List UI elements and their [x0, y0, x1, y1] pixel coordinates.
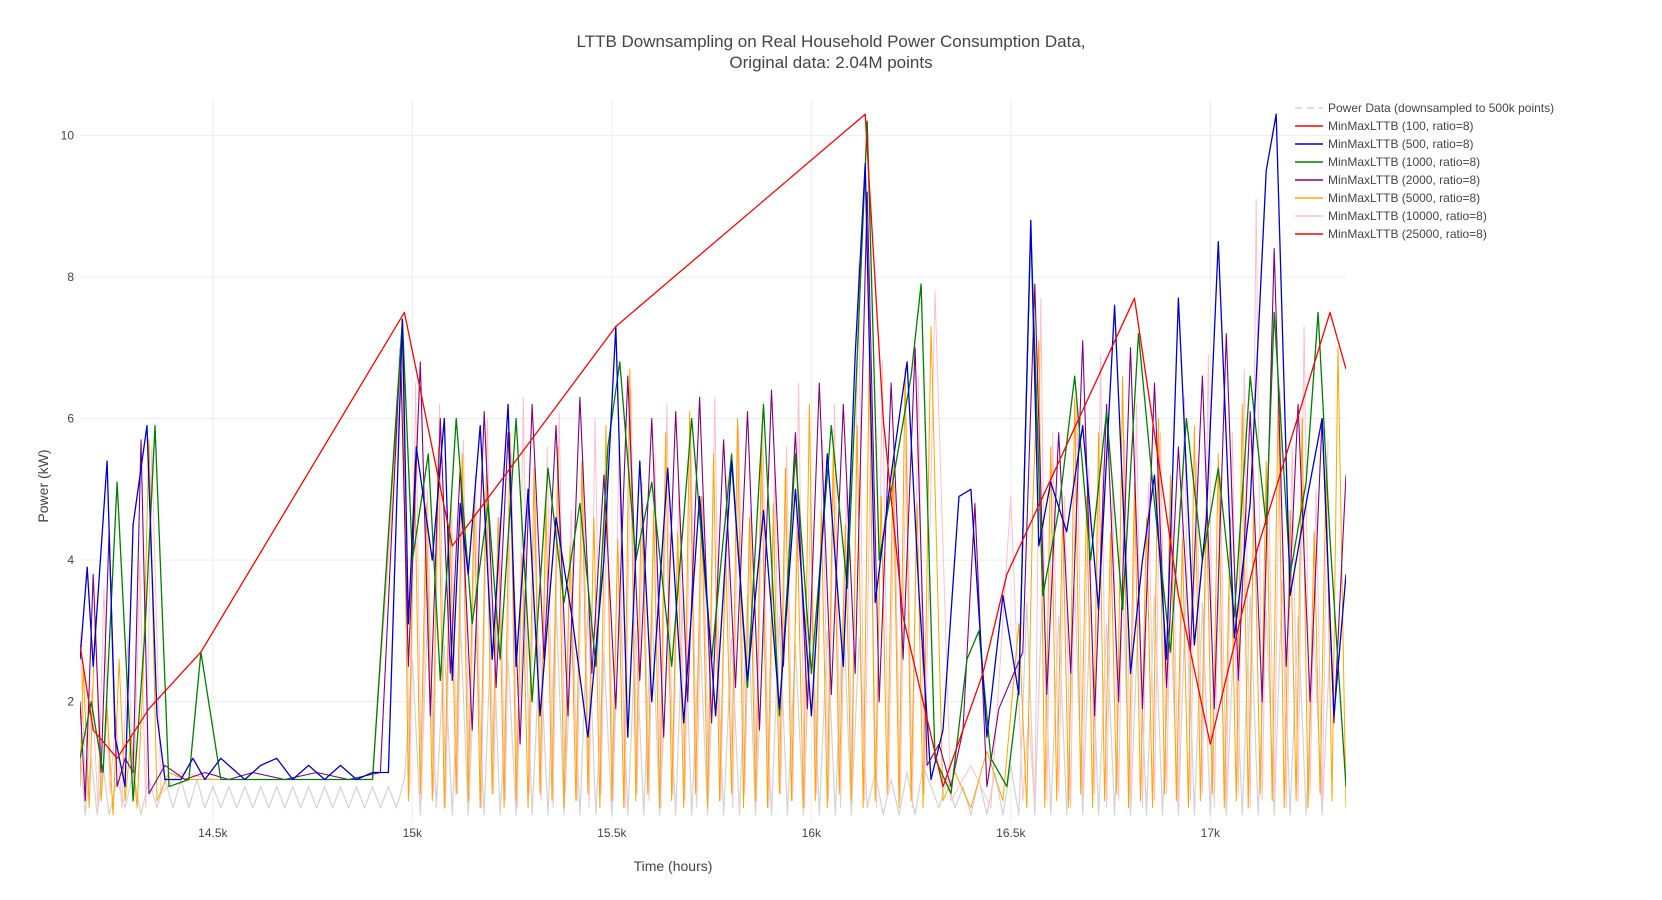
y-tick-label: 6 [67, 412, 74, 426]
legend-item[interactable]: MinMaxLTTB (2000, ratio=8) [1295, 173, 1480, 187]
legend[interactable]: Power Data (downsampled to 500k points) M… [1295, 101, 1554, 241]
legend-item[interactable]: MinMaxLTTB (1000, ratio=8) [1295, 155, 1480, 169]
legend-item[interactable]: MinMaxLTTB (500, ratio=8) [1295, 137, 1474, 151]
series-line-3 [80, 120, 1346, 802]
legend-item[interactable]: MinMaxLTTB (100, ratio=8) [1295, 119, 1474, 133]
legend-label: MinMaxLTTB (5000, ratio=8) [1328, 191, 1480, 205]
legend-label: MinMaxLTTB (25000, ratio=8) [1328, 227, 1487, 241]
legend-item[interactable]: MinMaxLTTB (25000, ratio=8) [1295, 227, 1487, 241]
chart-subtitle: Original data: 2.04M points [729, 53, 933, 72]
series-line-1 [80, 113, 1346, 788]
legend-label: MinMaxLTTB (1000, ratio=8) [1328, 155, 1480, 169]
legend-item[interactable]: MinMaxLTTB (5000, ratio=8) [1295, 191, 1480, 205]
series-line-2 [80, 113, 1346, 788]
x-tick-label: 17k [1201, 826, 1221, 840]
x-tick-label: 16k [802, 826, 822, 840]
legend-label: MinMaxLTTB (10000, ratio=8) [1328, 209, 1487, 223]
legend-item[interactable]: Power Data (downsampled to 500k points) [1295, 101, 1554, 115]
y-tick-label: 2 [67, 695, 74, 709]
legend-label: MinMaxLTTB (2000, ratio=8) [1328, 173, 1480, 187]
x-axis-title: Time (hours) [633, 858, 713, 874]
x-tick-label: 14.5k [198, 826, 228, 840]
y-tick-label: 4 [67, 553, 74, 567]
y-axis-title: Power (kW) [35, 449, 51, 523]
legend-label: MinMaxLTTB (100, ratio=8) [1328, 119, 1474, 133]
x-tick-label: 15k [403, 826, 423, 840]
legend-label: MinMaxLTTB (500, ratio=8) [1328, 137, 1474, 151]
legend-item[interactable]: MinMaxLTTB (10000, ratio=8) [1295, 209, 1487, 223]
y-tick-label: 8 [67, 270, 74, 284]
plot-area [80, 113, 1346, 816]
axis-ticks: 14.5k 15k 15.5k 16k 16.5k 17k 2 4 6 8 10 [61, 128, 1221, 840]
y-tick-label: 10 [61, 128, 75, 142]
x-tick-label: 16.5k [996, 826, 1026, 840]
series-line-5 [80, 326, 1346, 816]
legend-label: Power Data (downsampled to 500k points) [1328, 101, 1554, 115]
chart-title: LTTB Downsampling on Real Household Powe… [576, 32, 1086, 51]
x-tick-label: 15.5k [597, 826, 627, 840]
